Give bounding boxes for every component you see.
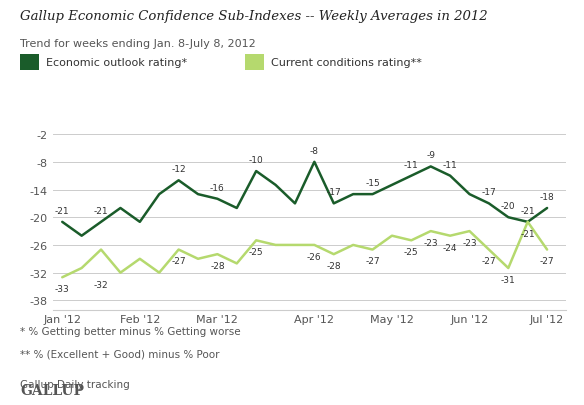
Text: -27: -27 <box>540 257 554 266</box>
Text: * % Getting better minus % Getting worse: * % Getting better minus % Getting worse <box>20 326 241 336</box>
Text: -21: -21 <box>520 229 535 238</box>
Text: -9: -9 <box>426 151 435 160</box>
Text: -12: -12 <box>171 165 186 174</box>
Text: -25: -25 <box>404 247 419 257</box>
Text: -23: -23 <box>462 239 477 247</box>
Text: -21: -21 <box>520 207 535 215</box>
Text: -28: -28 <box>210 262 225 271</box>
Text: -18: -18 <box>540 193 554 202</box>
Text: -28: -28 <box>326 262 341 271</box>
Text: -31: -31 <box>501 275 516 284</box>
Text: ** % (Excellent + Good) minus % Poor: ** % (Excellent + Good) minus % Poor <box>20 348 220 358</box>
Text: -21: -21 <box>55 207 69 215</box>
Text: -27: -27 <box>482 257 496 266</box>
Text: -11: -11 <box>404 160 419 169</box>
Text: -10: -10 <box>249 156 263 165</box>
Text: -16: -16 <box>210 183 225 192</box>
Text: Gallup Daily tracking: Gallup Daily tracking <box>20 379 130 389</box>
Text: -25: -25 <box>249 247 263 257</box>
Text: -15: -15 <box>365 179 380 188</box>
Text: -17: -17 <box>326 188 341 197</box>
Text: Gallup Economic Confidence Sub-Indexes -- Weekly Averages in 2012: Gallup Economic Confidence Sub-Indexes -… <box>20 10 488 23</box>
Text: -33: -33 <box>55 284 69 294</box>
Text: -27: -27 <box>171 257 186 266</box>
Text: -17: -17 <box>482 188 496 197</box>
Text: -26: -26 <box>307 252 322 261</box>
Text: Current conditions rating**: Current conditions rating** <box>271 58 422 68</box>
Text: -21: -21 <box>93 207 109 215</box>
Text: -8: -8 <box>310 147 319 156</box>
Text: Trend for weeks ending Jan. 8-July 8, 2012: Trend for weeks ending Jan. 8-July 8, 20… <box>20 38 256 49</box>
Text: -20: -20 <box>501 202 516 211</box>
Text: -27: -27 <box>365 257 380 266</box>
Text: GALLUP: GALLUP <box>20 383 85 397</box>
Text: -32: -32 <box>93 280 109 289</box>
Text: -24: -24 <box>443 243 457 252</box>
Text: -23: -23 <box>423 239 438 247</box>
Text: -11: -11 <box>443 160 457 169</box>
Text: Economic outlook rating*: Economic outlook rating* <box>46 58 187 68</box>
